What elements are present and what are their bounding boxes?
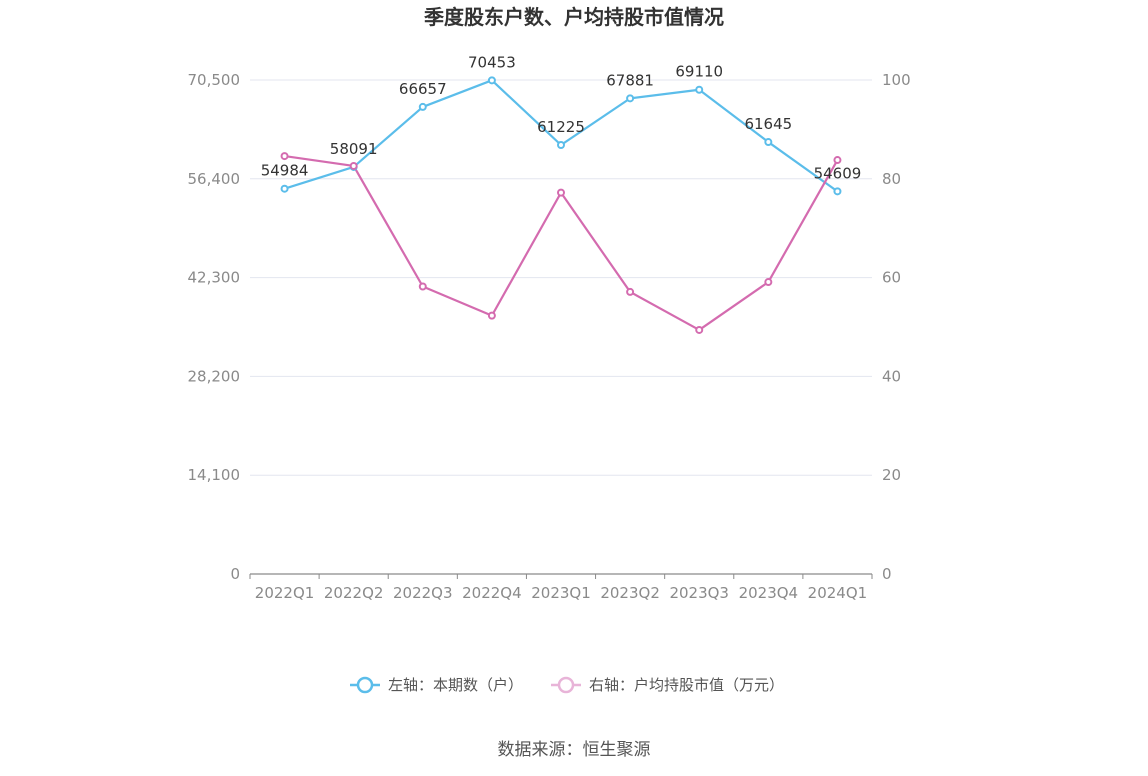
x-tick-label: 2023Q4 — [739, 584, 799, 602]
series-1-point[interactable] — [626, 94, 635, 103]
left-tick-label: 0 — [230, 565, 240, 583]
series-2-point[interactable] — [695, 325, 704, 334]
left-tick-label: 28,200 — [188, 367, 241, 385]
series-2-point[interactable] — [626, 287, 635, 296]
x-tick-label: 2022Q4 — [462, 584, 522, 602]
series-1-point[interactable] — [418, 102, 427, 111]
x-tick-label: 2024Q1 — [808, 584, 868, 602]
legend-label: 右轴：户均持股市值（万元） — [589, 676, 784, 694]
left-tick-label: 42,300 — [188, 269, 241, 287]
right-tick-label: 0 — [882, 565, 892, 583]
x-tick-label: 2022Q2 — [324, 584, 384, 602]
x-tick-label: 2023Q2 — [600, 584, 660, 602]
right-tick-label: 20 — [882, 466, 901, 484]
series-2-point[interactable] — [557, 188, 565, 197]
right-tick-label: 80 — [882, 170, 901, 188]
right-tick-label: 60 — [882, 269, 901, 287]
right-tick-label: 40 — [882, 367, 901, 385]
series-1-point[interactable] — [557, 140, 565, 149]
gridlines — [250, 79, 872, 476]
data-label: 58091 — [330, 140, 378, 158]
legend-label: 左轴：本期数（户） — [388, 676, 523, 694]
x-tick-label: 2022Q3 — [393, 584, 453, 602]
chart-title: 季度股东户数、户均持股市值情况 — [423, 5, 724, 29]
legend-item-1[interactable]: 左轴：本期数（户） — [350, 676, 523, 694]
series-2-point[interactable] — [280, 152, 289, 161]
data-label: 54609 — [814, 164, 862, 182]
data-source: 数据来源：恒生聚源 — [498, 740, 651, 760]
x-tick-label: 2023Q3 — [669, 584, 729, 602]
x-tick-label: 2022Q1 — [255, 584, 315, 602]
series-line-2 — [284, 154, 839, 332]
x-tick-label: 2023Q1 — [531, 584, 591, 602]
legend[interactable]: 左轴：本期数（户） 右轴：户均持股市值（万元） — [350, 676, 784, 694]
series-2-point[interactable] — [764, 278, 773, 287]
series-2-point[interactable] — [833, 156, 842, 165]
series-2-point[interactable] — [487, 311, 496, 320]
axes: 0 14,100 28,200 42,300 56,400 70,500 0 20 40 60 80… — [188, 71, 911, 602]
series-1-point[interactable] — [764, 138, 773, 147]
series-2-point[interactable] — [349, 161, 358, 170]
series-1-point[interactable] — [695, 85, 704, 94]
data-label: 61225 — [537, 118, 585, 136]
left-tick-label: 56,400 — [188, 170, 241, 188]
series-1-point[interactable] — [833, 187, 842, 196]
legend-marker — [557, 676, 575, 694]
series-layer — [280, 76, 842, 334]
data-label: 61645 — [744, 115, 792, 133]
data-label: 70453 — [468, 53, 516, 71]
series-1-point[interactable] — [487, 76, 496, 85]
series-2-point[interactable] — [418, 282, 427, 291]
left-tick-label: 70,500 — [188, 71, 241, 89]
series-1-point[interactable] — [280, 184, 289, 193]
data-labels: 54984 58091 66657 70453 61225 67881 69110 61645… — [261, 53, 862, 182]
data-label: 66657 — [399, 80, 447, 98]
legend-item-2[interactable]: 右轴：户均持股市值（万元） — [551, 676, 784, 694]
data-label: 54984 — [261, 162, 309, 180]
legend-marker — [356, 676, 374, 694]
right-tick-label: 100 — [882, 71, 911, 89]
data-label: 69110 — [675, 63, 723, 81]
left-tick-label: 14,100 — [188, 466, 241, 484]
data-label: 67881 — [606, 71, 654, 89]
